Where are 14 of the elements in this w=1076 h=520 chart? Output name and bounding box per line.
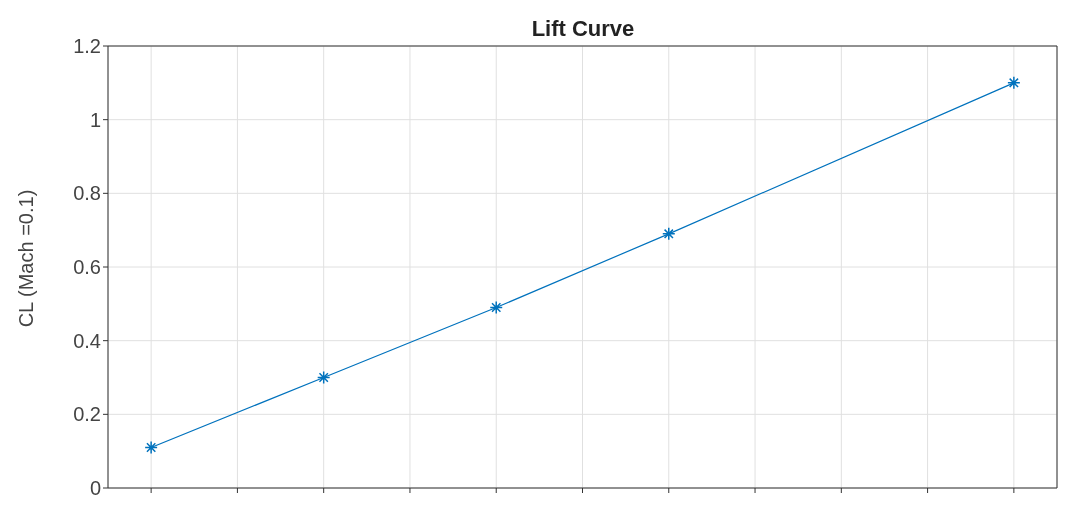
point bbox=[1007, 76, 1021, 90]
y-tick-label: 0.8 bbox=[73, 182, 101, 205]
point bbox=[144, 440, 158, 455]
y-tick-label: 1 bbox=[89, 108, 101, 131]
point bbox=[489, 300, 503, 315]
y-tick-label: 0.4 bbox=[73, 329, 101, 352]
y-tick-label: 0 bbox=[89, 477, 101, 500]
y-tick-label: 0.2 bbox=[73, 403, 101, 426]
point bbox=[662, 227, 676, 241]
y-axis-title: CL (Mach =0.1) bbox=[15, 189, 39, 327]
chart-title: Lift Curve bbox=[531, 16, 635, 41]
y-tick-label: 1.2 bbox=[73, 35, 101, 58]
y-tick-label: 0.6 bbox=[73, 256, 101, 279]
point bbox=[316, 370, 331, 385]
